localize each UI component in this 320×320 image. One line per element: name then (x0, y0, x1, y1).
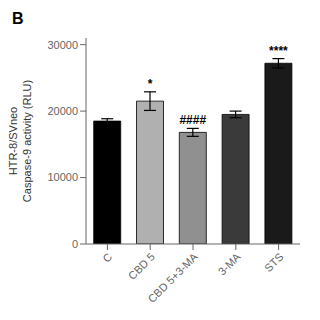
svg-text:10000: 10000 (47, 171, 78, 183)
svg-text:3-MA: 3-MA (216, 250, 244, 278)
svg-text:CBD 5+3-MA: CBD 5+3-MA (145, 250, 200, 305)
svg-text:CBD 5: CBD 5 (126, 250, 157, 281)
svg-text:C: C (100, 250, 114, 264)
html-text:B: B (12, 10, 24, 27)
svg-text:####: #### (179, 113, 206, 127)
svg-text:****: **** (269, 44, 288, 58)
svg-text:STS: STS (262, 250, 286, 274)
svg-text:HTR-8/SVneoCaspase-9 activity: HTR-8/SVneoCaspase-9 activity (RLU) (8, 80, 33, 202)
svg-text:*: * (148, 77, 153, 91)
svg-text:0: 0 (72, 238, 78, 250)
svg-text:20000: 20000 (47, 105, 78, 117)
svg-text:30000: 30000 (47, 39, 78, 51)
